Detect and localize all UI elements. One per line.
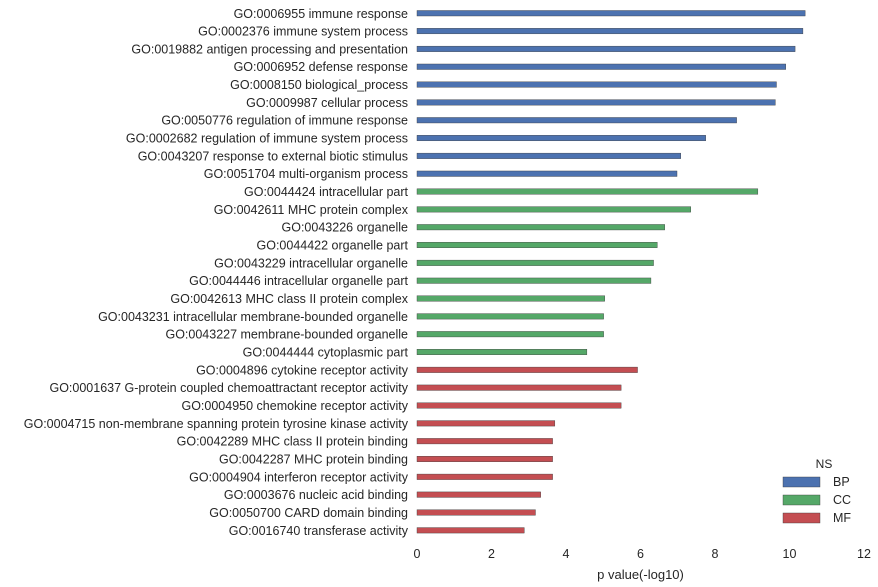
legend: NS BP CC MF	[782, 457, 851, 525]
x-tick-label: 10	[783, 547, 797, 561]
bar	[416, 456, 553, 462]
category-label: GO:0001637 G-protein coupled chemoattrac…	[49, 381, 408, 395]
bar	[416, 10, 806, 17]
bar	[416, 117, 737, 124]
category-label: GO:0042289 MHC class II protein binding	[177, 435, 408, 449]
x-tick-label: 12	[857, 547, 871, 561]
x-tick-label: 8	[712, 547, 719, 561]
category-label: GO:0043226 organelle	[282, 221, 409, 235]
bar	[416, 313, 604, 320]
category-label: GO:0044424 intracellular part	[244, 185, 409, 199]
bar	[416, 188, 759, 195]
bar	[416, 242, 658, 248]
category-label: GO:0004896 cytokine receptor activity	[196, 363, 409, 377]
category-label: GO:0043227 membrane-bounded organelle	[165, 328, 408, 342]
x-tick-label: 0	[414, 547, 421, 561]
category-label: GO:0042611 MHC protein complex	[214, 203, 409, 217]
category-label: GO:0004950 chemokine receptor activity	[181, 399, 408, 413]
category-label: GO:0009987 cellular process	[246, 96, 408, 110]
category-label: GO:0006952 defense response	[234, 60, 408, 74]
bar	[416, 152, 681, 159]
category-label: GO:0002376 immune system process	[198, 25, 408, 39]
category-label: GO:0042287 MHC protein binding	[219, 453, 408, 467]
legend-title: NS	[816, 457, 833, 471]
x-tick-label: 6	[637, 547, 644, 561]
bar	[416, 135, 706, 142]
bar	[416, 224, 665, 231]
bar	[416, 438, 553, 445]
bar	[416, 63, 786, 70]
category-label: GO:0050776 regulation of immune response	[161, 114, 408, 128]
bar	[416, 295, 605, 302]
legend-swatch	[782, 512, 821, 524]
bar	[416, 366, 638, 373]
x-tick-label: 2	[488, 547, 495, 561]
category-label: GO:0019882 antigen processing and presen…	[131, 42, 408, 56]
category-labels: GO:0006955 immune response GO:0002376 imm…	[24, 7, 409, 538]
category-label: GO:0044446 intracellular organelle part	[189, 274, 408, 288]
bars-layer	[416, 10, 806, 534]
bar	[416, 349, 588, 355]
x-axis-ticks: 0 2 4 6 8 10 12	[414, 547, 871, 561]
bar	[416, 81, 777, 88]
category-label: GO:0004904 interferon receptor activity	[189, 470, 409, 484]
category-label: GO:0006955 immune response	[234, 7, 408, 21]
bar	[416, 170, 678, 177]
legend-swatch	[782, 494, 821, 506]
legend-label: MF	[833, 511, 851, 525]
bar	[416, 473, 553, 480]
legend-entries: BP CC MF	[782, 475, 851, 525]
bar	[416, 99, 776, 106]
bar	[416, 45, 796, 52]
bar	[416, 259, 654, 266]
bar	[416, 277, 652, 284]
bar	[416, 527, 525, 534]
category-label: GO:0003676 nucleic acid binding	[224, 488, 408, 502]
bar	[416, 384, 622, 391]
category-label: GO:0004715 non-membrane spanning protein…	[24, 417, 409, 431]
legend-label: BP	[833, 475, 850, 489]
bar	[416, 331, 604, 338]
bar	[416, 28, 804, 35]
category-label: GO:0008150 biological_process	[230, 78, 408, 92]
x-axis-title: p value(-log10)	[597, 567, 684, 582]
category-label: GO:0043231 intracellular membrane-bounde…	[98, 310, 408, 324]
category-label: GO:0042613 MHC class II protein complex	[170, 292, 408, 306]
category-label: GO:0044444 cytoplasmic part	[243, 346, 409, 360]
bar	[416, 420, 556, 427]
category-label: GO:0051704 multi-organism process	[204, 167, 408, 181]
category-label: GO:0016740 transferase activity	[229, 524, 409, 538]
category-label: GO:0043207 response to external biotic s…	[138, 149, 408, 163]
category-label: GO:0050700 CARD domain binding	[209, 506, 408, 520]
bar	[416, 206, 691, 213]
x-tick-label: 4	[563, 547, 570, 561]
category-label: GO:0002682 regulation of immune system p…	[126, 132, 408, 146]
category-label: GO:0043229 intracellular organelle	[214, 256, 408, 270]
category-label: GO:0044422 organelle part	[257, 239, 409, 253]
bar	[416, 509, 536, 516]
bar	[416, 402, 622, 409]
legend-swatch	[782, 476, 821, 488]
bar	[416, 491, 541, 498]
legend-label: CC	[833, 493, 851, 507]
